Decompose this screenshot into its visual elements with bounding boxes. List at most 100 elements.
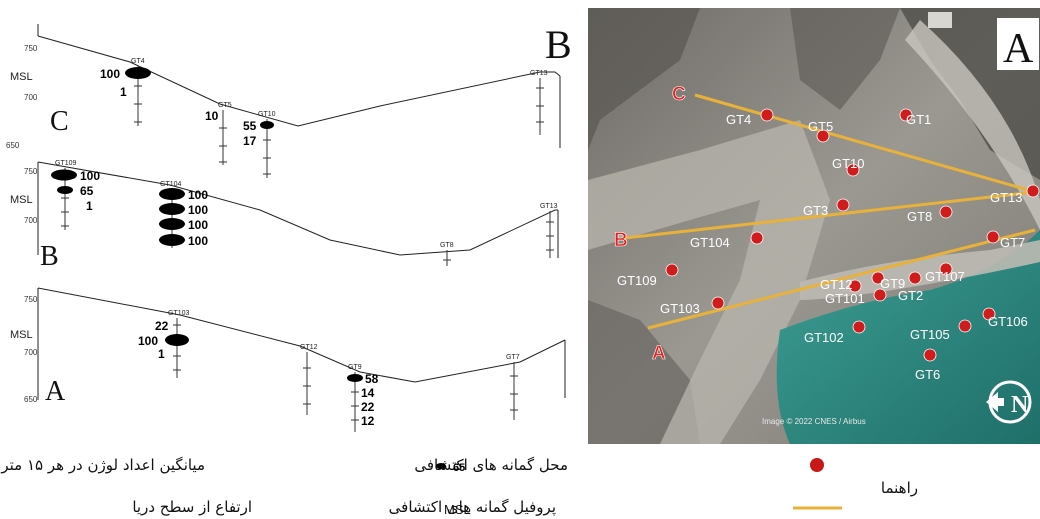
lugeon-value: 65 [80,184,94,198]
borehole-ticks [173,324,181,371]
legend-lugeon-text: میانگین اعداد لوژن در هر ۱۵ متر [0,456,205,474]
elev-label: 650 [24,395,38,404]
borehole-label: GT103 [168,310,190,317]
ground-profile-line [37,287,566,383]
map-borehole-label: GT101 [825,291,865,306]
lugeon-value: 10 [205,109,219,123]
map-borehole-label: GT106 [988,314,1028,329]
profile-line-b [624,190,1036,240]
borehole-ticks [303,367,311,405]
legend-msl-text: ارتفاع از سطح دریا [132,498,252,516]
lugeon-marker [260,121,274,129]
borehole-ticks [510,375,518,411]
lugeon-marker [57,186,73,194]
lugeon-value: 100 [138,334,158,348]
msl-label: MSL [10,194,33,206]
borehole-map-labels: GT4 GT5 GT1 GT10 GT13 GT3 GT8 GT104 GT7 … [617,112,1028,382]
borehole-ticks [536,87,544,123]
terrain-ridge [588,300,700,444]
lugeon-marker [51,169,77,181]
profiles-panel: B 750 700 650 MSL C GT4 100 1 GT5 10 GT1… [6,22,572,432]
reservoir-water [776,230,1040,444]
elev-label: 750 [24,44,38,53]
panel-letter-right: A [1003,26,1034,72]
map-borehole-label: GT13 [990,190,1023,205]
lugeon-value: 1 [86,199,93,213]
map-borehole-label: GT8 [907,209,932,224]
map-borehole-label: GT1 [906,112,931,127]
elev-label: 700 [24,348,38,357]
elev-label: 650 [6,141,20,150]
lugeon-value: 22 [155,319,169,333]
panel-letter-box [997,18,1039,70]
map-borehole-label: GT107 [925,269,965,284]
building [928,12,952,28]
terrain-ridge [588,8,700,150]
lugeon-value: 58 [365,372,379,386]
msl-label: MSL [10,71,33,83]
legend-lugeon-marker-icon [436,463,446,469]
terrain-ridge [790,8,900,110]
map-borehole-label: GT6 [915,367,940,382]
north-label: N [1011,392,1029,418]
msl-label: MSL [10,329,33,341]
ground-profile-line [37,161,558,256]
legend-msl-abbr: MSL [444,502,471,517]
lugeon-value: 22 [361,400,375,414]
map-profile-letter: C [672,84,686,105]
borehole-label: GT109 [55,160,77,167]
map-borehole-label: GT7 [1000,235,1025,250]
borehole-label: GT8 [440,242,454,249]
ground-profile-line [37,35,561,127]
legend-borehole-location: محل گمانه های اکتشافی [414,456,568,474]
borehole-label: GT104 [160,181,182,188]
borehole-label: GT10 [258,111,276,118]
profile-letter: C [50,106,69,137]
map-borehole-label: GT102 [804,330,844,345]
borehole-ticks [134,85,142,123]
legend-marker-icon [810,458,824,472]
borehole-ticks [263,139,271,175]
lugeon-value: 55 [243,119,257,133]
borehole-label: GT12 [300,344,318,351]
lugeon-value: 14 [361,386,375,400]
profile-a: 750 700 650 MSL A GT103 22 100 1 GT12 GT… [10,287,566,432]
map-borehole-label: GT3 [803,203,828,218]
map-borehole-label: GT10 [832,156,865,171]
lugeon-marker [159,188,185,200]
lugeon-value: 100 [80,169,100,183]
lugeon-marker [159,203,185,215]
borehole-label: GT9 [348,364,362,371]
lugeon-value: 17 [243,134,257,148]
map-profile-letter: B [614,230,628,251]
borehole-ticks [546,221,554,251]
borehole-ticks [351,391,359,421]
elev-label: 750 [24,167,38,176]
lugeon-marker [165,334,189,346]
map-borehole-label: GT12 [820,277,853,292]
borehole-markers [665,108,1040,362]
map-borehole-label: GT104 [690,235,730,250]
lugeon-marker [159,218,185,230]
lugeon-marker [125,67,151,79]
dam-structure [905,20,1040,230]
profile-c: 750 700 650 MSL C GT4 100 1 GT5 10 GT10 [6,24,561,178]
borehole-label: GT4 [131,58,145,65]
lugeon-value: 100 [188,203,208,217]
lugeon-value: 1 [120,85,127,99]
legend-borehole-profile: پروفیل گمانه های اکتشافی [389,498,556,517]
map-credit: Image © 2022 CNES / Airbus [762,417,866,426]
map-borehole-label: GT105 [910,327,950,342]
profile-line-a [647,228,1036,330]
borehole-ticks [219,127,227,163]
legend-lugeon-sample: 65 [453,462,465,474]
panel-letter-left: B [545,22,572,67]
lugeon-value: 100 [188,188,208,202]
lugeon-marker [347,374,363,382]
valley-floor [588,120,830,444]
profile-b: 750 700 MSL B GT109 100 65 1 GT104 100 1 [10,160,559,272]
map-borehole-label: GT4 [726,112,751,127]
profile-letter: B [40,241,59,272]
legend: راهنما محل گمانه های اکتشافی پروفیل گمان… [0,456,918,517]
